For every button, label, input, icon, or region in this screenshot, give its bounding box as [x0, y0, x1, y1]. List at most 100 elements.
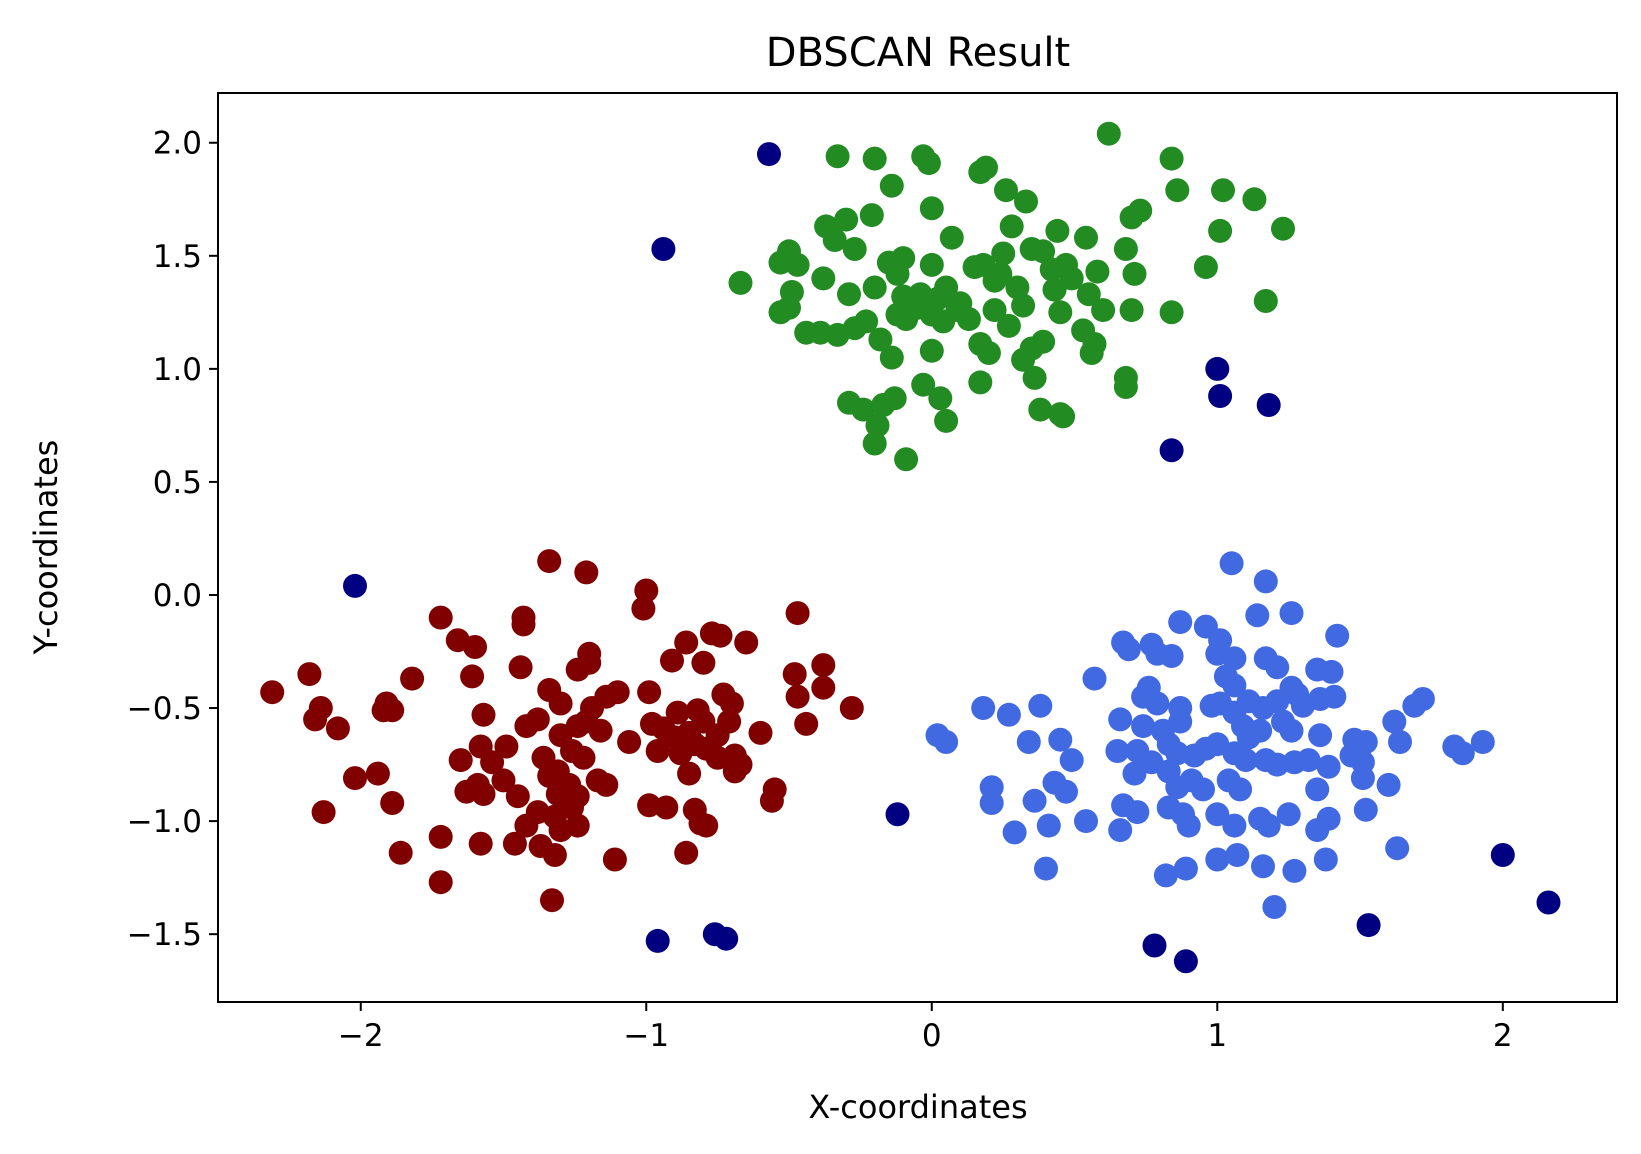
- data-point: [1085, 259, 1110, 284]
- data-point: [1388, 730, 1412, 754]
- data-point: [748, 720, 773, 745]
- data-point: [1142, 933, 1167, 958]
- data-point: [1122, 261, 1147, 286]
- data-point: [1208, 218, 1233, 243]
- data-point: [1153, 863, 1178, 888]
- data-point: [785, 684, 810, 709]
- data-point: [1176, 813, 1201, 838]
- data-point: [1125, 800, 1150, 825]
- data-point: [1005, 275, 1030, 300]
- data-point: [1074, 225, 1098, 250]
- data-point: [380, 791, 405, 815]
- data-point: [1145, 691, 1170, 716]
- data-point: [1205, 802, 1230, 827]
- data-point: [894, 447, 919, 472]
- data-point: [537, 549, 562, 574]
- data-point: [1113, 237, 1138, 261]
- data-point: [588, 718, 613, 743]
- data-point: [1011, 293, 1036, 318]
- data-point: [996, 702, 1021, 727]
- data-point: [1222, 646, 1247, 671]
- data-point: [634, 578, 659, 603]
- plot-frame: [217, 92, 1618, 1003]
- data-point: [1253, 569, 1278, 594]
- data-point: [919, 196, 944, 221]
- data-point: [1191, 777, 1215, 802]
- data-point: [1490, 843, 1515, 867]
- data-point: [645, 739, 670, 763]
- data-point: [1271, 216, 1295, 241]
- data-point: [1353, 797, 1378, 822]
- data-point: [448, 748, 473, 773]
- data-point: [868, 327, 893, 352]
- data-point: [971, 696, 996, 720]
- data-point: [343, 766, 367, 791]
- data-point: [1265, 689, 1290, 714]
- data-point: [371, 698, 396, 723]
- data-point: [1536, 890, 1561, 915]
- data-point: [1450, 741, 1475, 766]
- y-tick-label: −0.5: [127, 691, 202, 727]
- x-tick-label: 2: [1493, 1018, 1513, 1054]
- data-point: [834, 207, 859, 232]
- data-point: [1262, 895, 1287, 919]
- y-tick-label: 0.0: [153, 578, 202, 614]
- data-point: [837, 282, 861, 307]
- data-point: [982, 298, 1007, 323]
- data-point: [1159, 300, 1184, 325]
- data-point: [1116, 637, 1141, 662]
- data-point: [1045, 218, 1070, 243]
- data-point: [637, 680, 662, 705]
- data-point: [508, 655, 533, 680]
- data-point: [665, 700, 690, 725]
- data-point: [1119, 298, 1144, 323]
- data-point: [1128, 198, 1153, 223]
- data-point: [463, 635, 487, 659]
- data-point: [1011, 347, 1036, 372]
- data-point: [859, 203, 884, 228]
- data-point: [734, 630, 759, 655]
- data-point: [565, 657, 590, 682]
- data-point: [1059, 748, 1084, 773]
- data-point: [605, 680, 630, 705]
- data-point: [1022, 788, 1047, 813]
- y-tick-label: 1.0: [153, 352, 202, 388]
- x-tick-label: 0: [922, 1018, 942, 1054]
- data-point: [1028, 693, 1053, 718]
- data-point: [471, 702, 496, 727]
- data-point: [1108, 707, 1133, 732]
- data-point: [777, 295, 801, 320]
- data-point: [934, 408, 959, 433]
- data-point: [1251, 854, 1275, 879]
- data-point: [851, 397, 876, 422]
- data-point: [548, 691, 573, 716]
- data-point: [494, 734, 519, 759]
- data-point: [994, 178, 1018, 203]
- data-point: [1242, 187, 1267, 212]
- data-point: [400, 666, 425, 691]
- data-point: [879, 173, 904, 198]
- data-point: [882, 386, 907, 411]
- x-axis: −2 −1 0 1 2: [338, 1002, 1513, 1054]
- data-point: [979, 791, 1004, 815]
- data-point: [480, 750, 505, 775]
- data-point: [574, 560, 599, 585]
- data-point: [1208, 384, 1233, 408]
- x-tick-label: 1: [1207, 1018, 1227, 1054]
- data-point: [617, 730, 642, 754]
- data-point: [1159, 438, 1184, 463]
- data-point: [842, 237, 867, 261]
- data-point: [928, 386, 953, 411]
- data-point: [325, 716, 350, 741]
- data-point: [1113, 375, 1138, 399]
- data-point: [1325, 623, 1350, 648]
- data-point: [525, 707, 550, 732]
- data-point: [999, 214, 1024, 239]
- data-point: [311, 800, 336, 825]
- data-point: [1228, 777, 1253, 802]
- data-point: [968, 370, 993, 395]
- data-point: [934, 730, 959, 754]
- data-point: [631, 596, 656, 621]
- data-point: [1313, 847, 1338, 872]
- data-point: [1305, 818, 1330, 843]
